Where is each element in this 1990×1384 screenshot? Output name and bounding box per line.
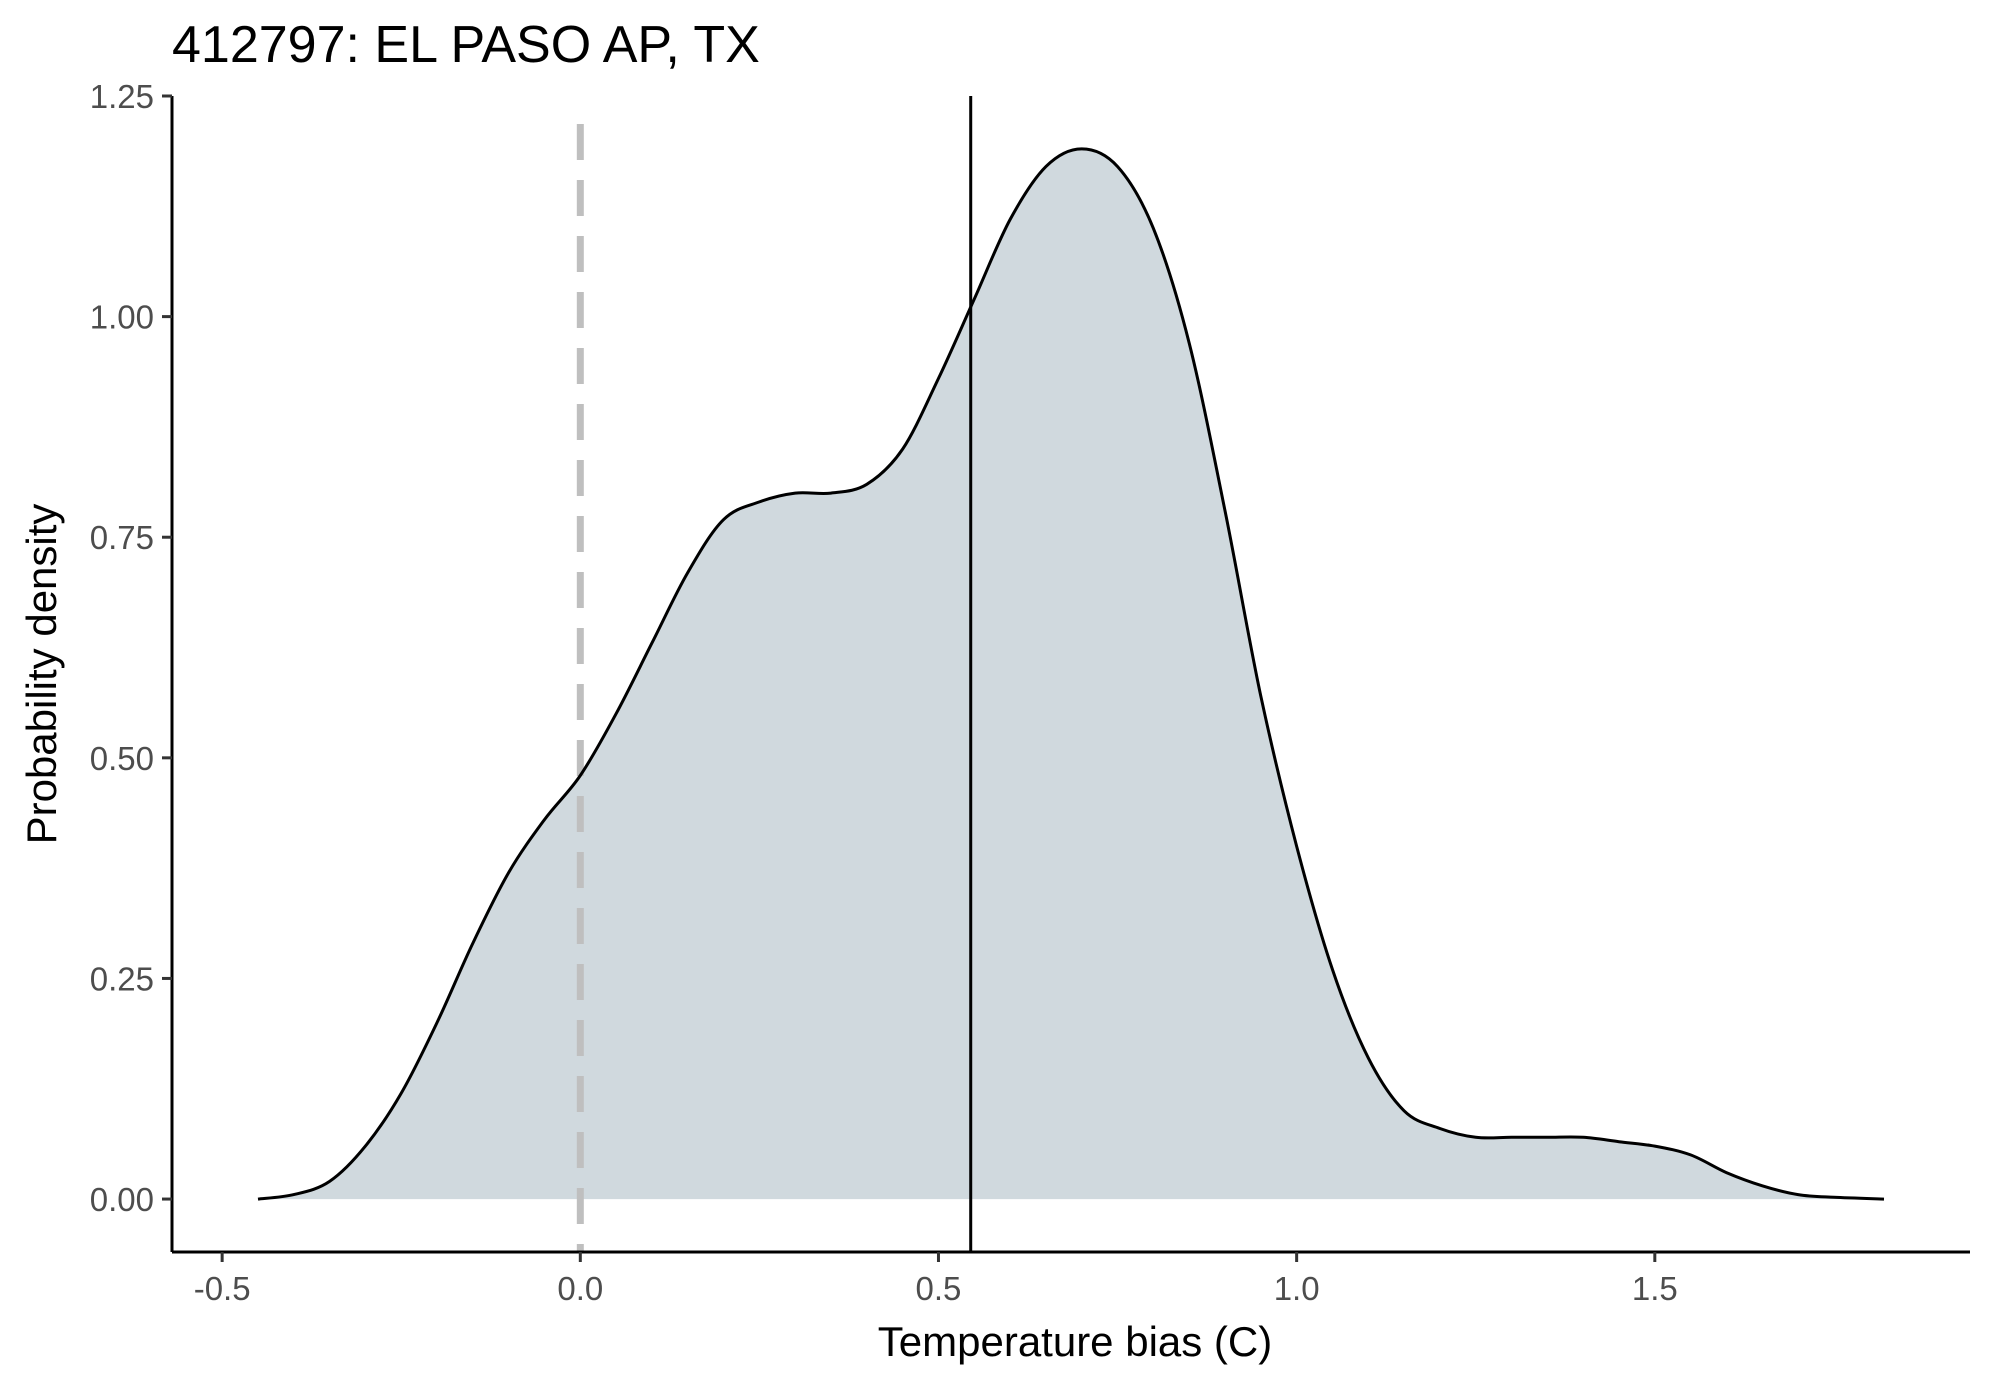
x-tick-label: 0.5: [916, 1270, 962, 1307]
y-tick-label: 0.50: [90, 740, 154, 777]
y-axis-ticks: 0.00 0.25 0.50 0.75 1.00 1.25: [90, 78, 172, 1218]
y-tick-label: 1.25: [90, 78, 154, 115]
chart-title: 412797: EL PASO AP, TX: [172, 16, 760, 74]
x-tick-label: 1.0: [1274, 1270, 1320, 1307]
y-tick-label: 0.25: [90, 960, 154, 997]
x-axis-ticks: -0.5 0.0 0.5 1.0 1.5: [194, 1252, 1678, 1307]
x-tick-label: 1.5: [1632, 1270, 1678, 1307]
plot-area: [257, 96, 1885, 1252]
density-area: [258, 148, 1884, 1200]
y-tick-label: 0.00: [90, 1181, 154, 1218]
y-tick-label: 0.75: [90, 519, 154, 556]
x-tick-label: 0.0: [557, 1270, 603, 1307]
x-axis-label: Temperature bias (C): [878, 1318, 1272, 1365]
density-line: [257, 147, 1885, 1201]
y-axis-label: Probability density: [18, 504, 65, 845]
x-tick-label: -0.5: [194, 1270, 251, 1307]
y-tick-label: 1.00: [90, 299, 154, 336]
